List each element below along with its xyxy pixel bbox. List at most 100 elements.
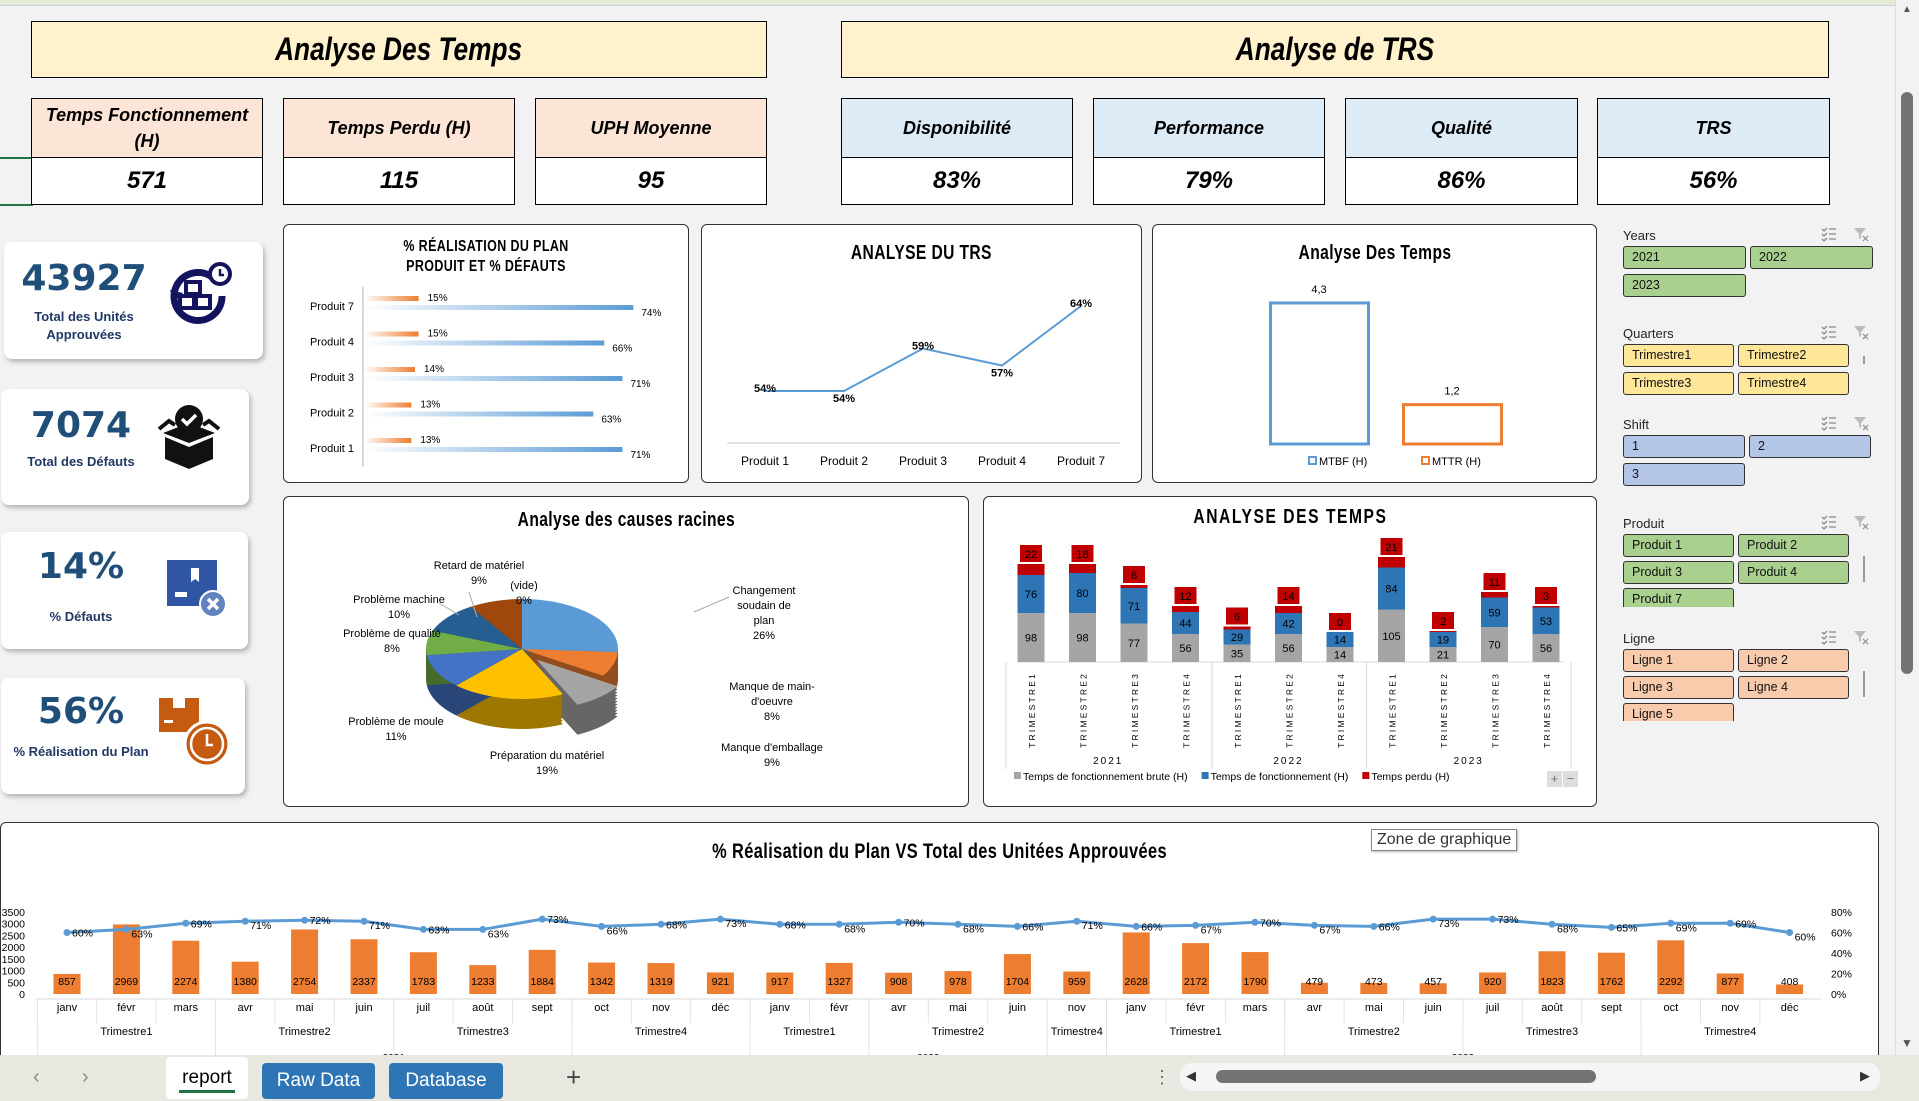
- line-value-label: 69%: [1676, 922, 1697, 934]
- tab-database[interactable]: Database: [389, 1063, 503, 1099]
- line-marker: [182, 919, 190, 927]
- slicer-scrollbar[interactable]: [1863, 356, 1865, 364]
- slicer-scrollbar[interactable]: [1863, 556, 1865, 582]
- slicer-item[interactable]: Trimestre1: [1623, 344, 1734, 367]
- bar-value-label: 1342: [590, 976, 614, 988]
- add-sheet-button[interactable]: +: [566, 1062, 582, 1092]
- slicer-item[interactable]: 2023: [1623, 273, 1746, 297]
- tab-report[interactable]: report: [166, 1057, 248, 1099]
- slice-percent: 10%: [388, 609, 410, 621]
- line-marker: [538, 915, 546, 923]
- line-marker: [1726, 919, 1734, 927]
- slicer-item[interactable]: Produit 1: [1623, 534, 1734, 557]
- stacked-segment: [1378, 557, 1405, 568]
- unit-bar: [1657, 940, 1685, 994]
- multi-select-icon[interactable]: [1821, 226, 1837, 242]
- trs-plot: 54% Produit 1 54% Produit 2 59% Produit 3 57% P…: [727, 298, 1120, 468]
- slicer-item[interactable]: Ligne 5: [1623, 703, 1734, 721]
- multi-select-icon[interactable]: [1821, 629, 1837, 645]
- clear-filter-icon[interactable]: [1853, 226, 1869, 242]
- prev-sheet-icon[interactable]: ‹: [33, 1066, 40, 1088]
- unit-bar: [1122, 932, 1150, 994]
- selected-cell[interactable]: [0, 157, 33, 206]
- h-scrollbar-thumb[interactable]: [1216, 1070, 1596, 1083]
- slicer-scrollbar[interactable]: [1863, 671, 1865, 697]
- slicer-item[interactable]: Produit 3: [1623, 561, 1734, 584]
- vertical-scrollbar[interactable]: ▲ ▼: [1895, 0, 1919, 1055]
- category-label: Produit 2: [310, 408, 354, 420]
- stacked-segment: [1532, 634, 1560, 662]
- clear-filter-icon[interactable]: [1853, 629, 1869, 645]
- horizontal-scrollbar[interactable]: ◀ ▶: [1180, 1063, 1880, 1091]
- kpi-value: 571: [126, 167, 168, 194]
- stacked-segment: [1017, 564, 1045, 575]
- unit-bar: [1300, 982, 1328, 994]
- quarter-label: Trimestre2: [1348, 1026, 1400, 1038]
- slicer-item[interactable]: Ligne 3: [1623, 676, 1734, 699]
- scroll-up-icon[interactable]: ▲: [1902, 4, 1912, 15]
- unit-bar: [944, 971, 972, 994]
- month-label: août: [472, 1002, 493, 1014]
- defauts-bar: [364, 402, 412, 408]
- slicer-item[interactable]: Trimestre4: [1738, 371, 1849, 395]
- card-value: 14%: [37, 546, 125, 587]
- defauts-label: 13%: [420, 400, 440, 411]
- more-options-icon[interactable]: ⋮: [1153, 1067, 1171, 1087]
- line-marker: [1667, 919, 1675, 927]
- chart-mtbf-mttr[interactable]: Analyse Des Temps 4,3 MTBF (H) 1,2 MTTR (H): [1152, 224, 1597, 483]
- perdu-label-box: [1123, 566, 1145, 583]
- slicer-item[interactable]: Trimestre3: [1623, 371, 1734, 395]
- segment-label: 70: [1488, 640, 1500, 652]
- slice-percent: 9%: [471, 575, 487, 587]
- realisation-label: 71%: [630, 450, 650, 461]
- quarter-label: Trimestre4: [1704, 1026, 1756, 1038]
- slicer-item[interactable]: Ligne 1: [1623, 649, 1734, 672]
- tab-raw-data[interactable]: Raw Data: [262, 1063, 375, 1099]
- slicer-item[interactable]: Ligne 4: [1738, 676, 1849, 699]
- slicer-item[interactable]: 2022: [1750, 246, 1873, 269]
- realisation-bar: [364, 305, 634, 310]
- chart-analyse-des-temps-stacked[interactable]: ANALYSE DES TEMPS 98 76 22 TRIMESTRE1 98 80 18…: [983, 496, 1597, 807]
- collapse-button[interactable]: −: [1563, 771, 1578, 787]
- stacked-segment: [1532, 607, 1560, 634]
- next-sheet-icon[interactable]: ›: [82, 1066, 89, 1088]
- pie-slice: [426, 630, 522, 656]
- multi-select-icon[interactable]: [1821, 514, 1837, 530]
- month-label: juin: [1008, 1002, 1026, 1014]
- bar-value-label: 2969: [115, 976, 139, 988]
- chart-plan-produit[interactable]: % RÉALISATION DU PLAN PRODUIT ET % DÉFAU…: [283, 224, 689, 483]
- clear-filter-icon[interactable]: [1853, 415, 1869, 431]
- clear-filter-icon[interactable]: [1853, 514, 1869, 530]
- slicer-item[interactable]: Produit 2: [1738, 534, 1849, 557]
- clear-filter-icon[interactable]: [1853, 324, 1869, 340]
- year-label: 2022: [1273, 756, 1303, 767]
- line-value-label: 69%: [191, 918, 212, 930]
- scroll-down-icon[interactable]: ▼: [1901, 1036, 1913, 1050]
- realisation-bar: [364, 411, 594, 417]
- bar-value-label: 959: [1068, 976, 1086, 988]
- slicer-item[interactable]: 2021: [1623, 246, 1746, 269]
- line-marker: [1013, 922, 1021, 930]
- scroll-right-icon[interactable]: ▶: [1860, 1068, 1870, 1083]
- perdu-label: 12: [1179, 591, 1191, 603]
- slicer-item[interactable]: Ligne 2: [1738, 649, 1849, 672]
- month-label: mars: [174, 1002, 199, 1014]
- scrollbar-thumb[interactable]: [1901, 92, 1913, 674]
- slicer-item[interactable]: 3: [1623, 462, 1745, 486]
- perdu-label: 18: [1076, 549, 1088, 561]
- unit-bar: [53, 973, 81, 994]
- multi-select-icon[interactable]: [1821, 324, 1837, 340]
- expand-button[interactable]: +: [1547, 771, 1562, 787]
- segment-label: 84: [1385, 584, 1397, 596]
- scroll-left-icon[interactable]: ◀: [1186, 1068, 1196, 1083]
- multi-select-icon[interactable]: [1821, 415, 1837, 431]
- chart-causes-racines[interactable]: Analyse des causes racines Changement sou…: [283, 496, 969, 807]
- slicer-item[interactable]: Produit 7: [1623, 588, 1734, 607]
- slicer-item[interactable]: Trimestre2: [1738, 344, 1849, 367]
- y2-tick-label: 0%: [1831, 989, 1846, 1001]
- chart-realisation-vs-unites[interactable]: % Réalisation du Plan VS Total des Unité…: [0, 822, 1879, 1062]
- slicer-item[interactable]: 2: [1749, 435, 1871, 458]
- slicer-item[interactable]: 1: [1623, 435, 1745, 458]
- slicer-item[interactable]: Produit 4: [1738, 561, 1849, 584]
